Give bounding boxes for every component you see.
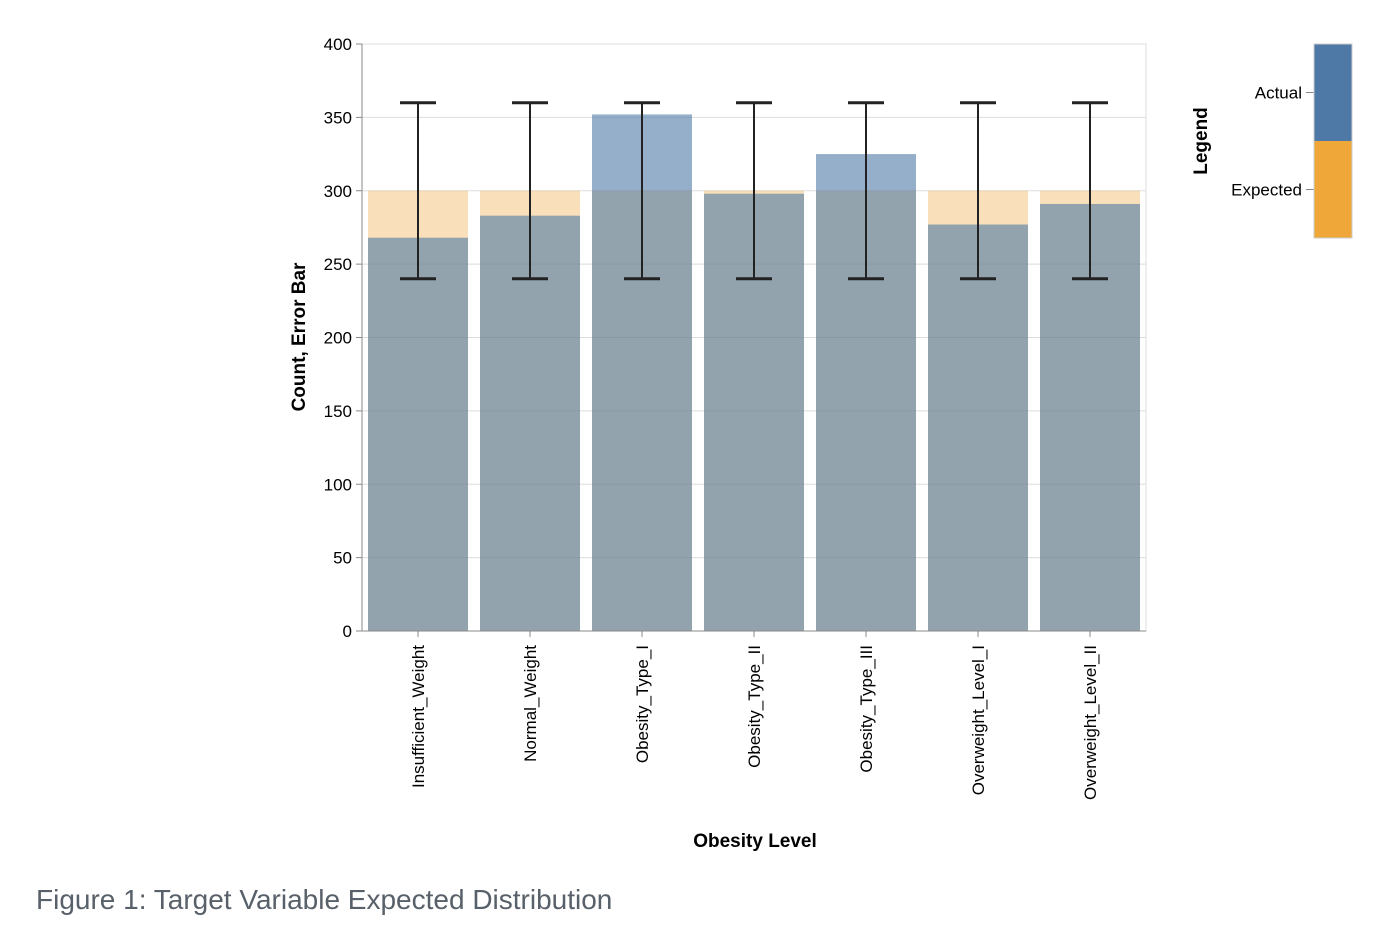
x-tick-label: Overweight_Level_II — [1081, 645, 1100, 800]
x-axis-title: Obesity Level — [693, 831, 817, 852]
y-tick-label: 250 — [324, 255, 352, 274]
x-tick-label: Obesity_Type_III — [857, 645, 876, 773]
axes: 0 50 100 150 200 250 300 350 400 Insufficient_Wei… — [324, 35, 1146, 800]
figure-caption: Figure 1: Target Variable Expected Distr… — [36, 884, 613, 915]
y-tick-label: 350 — [324, 108, 352, 127]
x-tick-label: Obesity_Type_I — [633, 645, 652, 763]
y-tick-label: 0 — [343, 622, 352, 641]
legend-title: Legend — [1191, 107, 1212, 175]
y-tick-label: 100 — [324, 475, 352, 494]
x-tick-label: Insufficient_Weight — [409, 645, 428, 788]
legend-label-actual: Actual — [1255, 84, 1302, 103]
x-tick-label: Overweight_Level_I — [969, 645, 988, 795]
legend: Legend Actual Expected — [1191, 43, 1353, 239]
y-tick-label: 200 — [324, 329, 352, 348]
y-tick-label: 400 — [324, 35, 352, 54]
legend-label-expected: Expected — [1231, 181, 1302, 200]
y-axis-title: Count, Error Bar — [289, 262, 310, 411]
actual-bar — [368, 237, 468, 631]
error-bars — [400, 101, 1108, 281]
x-tick-label: Obesity_Type_II — [745, 645, 764, 768]
y-tick-label: 150 — [324, 402, 352, 421]
legend-swatch-expected — [1314, 141, 1352, 238]
actual-bar — [480, 215, 580, 631]
legend-swatch-actual — [1314, 44, 1352, 141]
x-tick-label: Normal_Weight — [521, 645, 540, 762]
actual-bar — [928, 224, 1028, 631]
y-tick-label: 50 — [333, 549, 352, 568]
legend-frame — [1313, 43, 1353, 239]
y-tick-label: 300 — [324, 182, 352, 201]
